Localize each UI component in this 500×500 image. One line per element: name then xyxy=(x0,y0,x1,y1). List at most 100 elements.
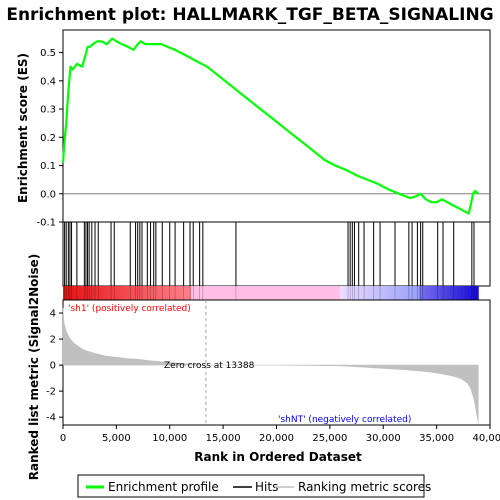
correlation-bar-segment xyxy=(253,286,258,300)
correlation-bar-segment xyxy=(298,286,303,300)
legend-enrichment-label: Enrichment profile xyxy=(108,480,219,494)
correlation-bar-segment xyxy=(381,286,386,300)
correlation-bar-segment xyxy=(249,286,254,300)
correlation-bar-segment xyxy=(467,286,472,300)
x-axis: 0 5,000 10,000 15,000 20,000 25,000 30,000 35,0… xyxy=(60,425,500,444)
correlation-bar-segment xyxy=(395,286,400,300)
chart-title: Enrichment plot: HALLMARK_TGF_BETA_SIGNA… xyxy=(6,5,493,25)
correlation-bar-segment xyxy=(187,286,192,300)
legend-hits-label: Hits xyxy=(255,480,278,494)
correlation-bar-segment xyxy=(232,286,237,300)
correlation-bar-segment xyxy=(343,286,348,300)
correlation-bar-segment xyxy=(94,286,99,300)
correlation-bar-segment xyxy=(388,286,393,300)
correlation-bar-segment xyxy=(170,286,175,300)
correlation-bar-segment xyxy=(287,286,292,300)
correlation-bar-segment xyxy=(322,286,327,300)
correlation-bar-segment xyxy=(402,286,407,300)
correlation-bar-segment xyxy=(457,286,462,300)
correlation-bar-segment xyxy=(426,286,431,300)
hits-panel xyxy=(62,221,491,300)
correlation-bar-segment xyxy=(222,286,227,300)
xtick-label: 40,000 xyxy=(473,433,500,444)
es-ytick-label: 0.1 xyxy=(40,161,56,172)
correlation-bar-segment xyxy=(370,286,375,300)
correlation-bar-segment xyxy=(69,286,74,300)
ranking-metric-area xyxy=(62,307,479,423)
correlation-bar-segment xyxy=(204,286,209,300)
xtick-label: 15,000 xyxy=(206,433,241,444)
correlation-bar-segment xyxy=(391,286,396,300)
correlation-bar-segment xyxy=(83,286,88,300)
xtick-label: 20,000 xyxy=(259,433,294,444)
metric-axis-label: Ranked list metric (Signal2Noise) xyxy=(27,254,41,481)
correlation-bar-segment xyxy=(332,286,337,300)
correlation-bar-segment xyxy=(412,286,417,300)
correlation-bar-segment xyxy=(312,286,317,300)
correlation-bar-segment xyxy=(474,286,479,300)
correlation-bar-segment xyxy=(177,286,182,300)
es-ytick-label: 0.3 xyxy=(40,105,56,116)
correlation-bar-segment xyxy=(225,286,230,300)
correlation-bar-segment xyxy=(277,286,282,300)
correlation-bar-segment xyxy=(101,286,106,300)
correlation-bar-segment xyxy=(436,286,441,300)
metric-ytick-label: 2 xyxy=(50,335,56,346)
correlation-bar-segment xyxy=(229,286,234,300)
correlation-bar-segment xyxy=(384,286,389,300)
correlation-bar-segment xyxy=(149,286,154,300)
xtick-label: 25,000 xyxy=(312,433,347,444)
es-axis-label: Enrichment score (ES) xyxy=(16,53,30,203)
correlation-bar-segment xyxy=(315,286,320,300)
correlation-bar-segment xyxy=(156,286,161,300)
correlation-bar-segment xyxy=(63,286,67,300)
correlation-bar-segment xyxy=(284,286,289,300)
correlation-bar-segment xyxy=(239,286,244,300)
correlation-bar-segment xyxy=(236,286,240,300)
correlation-bar-segment xyxy=(374,286,379,300)
xtick-label: 30,000 xyxy=(366,433,401,444)
correlation-bar-segment xyxy=(246,286,251,300)
xtick-label: 0 xyxy=(60,433,66,444)
correlation-bar-segment xyxy=(184,286,189,300)
correlation-bar-segment xyxy=(346,286,351,300)
correlation-bar-segment xyxy=(166,286,171,300)
xtick-label: 10,000 xyxy=(152,433,187,444)
correlation-bar-segment xyxy=(197,286,202,300)
negative-annotation: 'shNT' (negatively correlated) xyxy=(278,415,411,425)
correlation-bar-segment xyxy=(104,286,109,300)
positive-annotation: 'sh1' (positively correlated) xyxy=(68,304,191,314)
correlation-bar-segment xyxy=(443,286,448,300)
correlation-bar-segment xyxy=(139,286,144,300)
correlation-bar-segment xyxy=(364,286,369,300)
correlation-bar-segment xyxy=(180,286,185,300)
correlation-bar-segment xyxy=(97,286,102,300)
correlation-bar-segment xyxy=(142,286,147,300)
correlation-bar-segment xyxy=(132,286,137,300)
correlation-bar-segment xyxy=(294,286,299,300)
metric-ytick-label: -2 xyxy=(46,387,56,398)
correlation-bar-segment xyxy=(263,286,268,300)
correlation-bar-segment xyxy=(291,286,296,300)
correlation-bar-segment xyxy=(267,286,272,300)
correlation-bar-segment xyxy=(447,286,452,300)
correlation-bar-segment xyxy=(73,286,78,300)
correlation-bar-segment xyxy=(460,286,465,300)
correlation-bar-segment xyxy=(114,286,119,300)
hits-frame xyxy=(62,221,491,287)
correlation-bar-segment xyxy=(471,286,476,300)
correlation-bar-segment xyxy=(360,286,365,300)
metric-ytick-label: 4 xyxy=(50,309,56,320)
correlation-bar-segment xyxy=(305,286,310,300)
metric-ytick-label: -4 xyxy=(46,413,56,424)
correlation-bar-segment xyxy=(256,286,261,300)
es-ytick-label: -0.1 xyxy=(36,218,56,229)
correlation-bar-segment xyxy=(125,286,130,300)
es-ytick-label: 0.5 xyxy=(40,48,56,59)
correlation-bar-segment xyxy=(218,286,223,300)
correlation-bar-segment xyxy=(152,286,157,300)
correlation-bar-segment xyxy=(409,286,414,300)
correlation-bar-segment xyxy=(367,286,372,300)
correlation-bar-segment xyxy=(121,286,126,300)
